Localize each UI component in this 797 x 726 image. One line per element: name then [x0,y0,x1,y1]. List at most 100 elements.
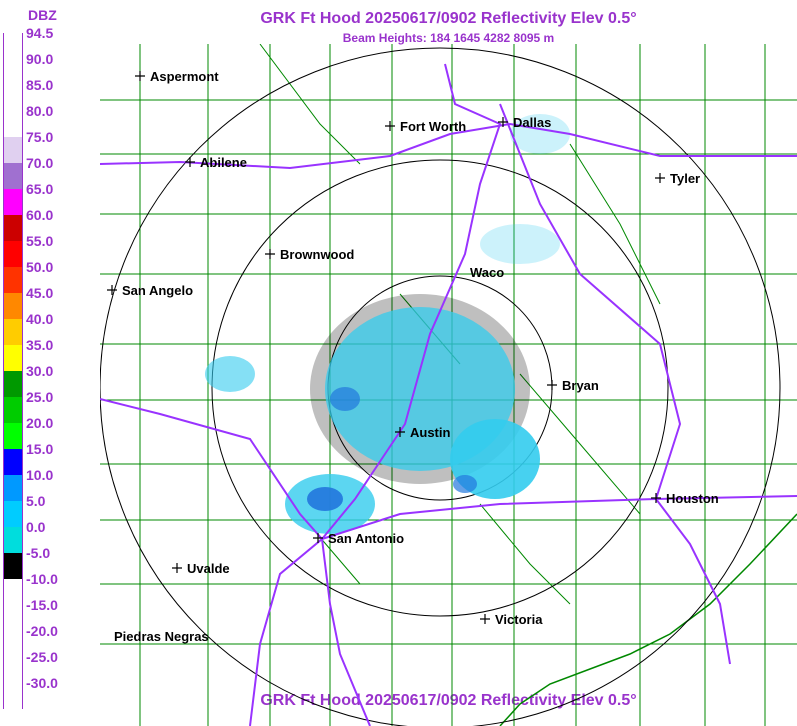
legend-unit: DBZ [28,7,57,23]
city-marker: Waco [470,265,504,280]
legend-label: 10.0 [26,467,54,483]
legend-swatch [3,475,23,501]
city-marker: Bryan [547,378,599,393]
legend-swatch [3,605,23,631]
legend-label: 65.0 [26,181,54,197]
reflectivity-echoes [205,114,570,534]
legend-swatch [3,59,23,85]
city-plus-icon [480,614,490,624]
legend-label: -25.0 [26,649,58,665]
city-marker: Houston [651,491,719,506]
legend-label: -10.0 [26,571,58,587]
legend-label: -5.0 [26,545,51,561]
city-label: Piedras Negras [114,629,209,644]
legend-label: 15.0 [26,441,54,457]
city-label: Tyler [670,171,700,186]
legend-label: 75.0 [26,129,54,145]
city-plus-icon [385,121,395,131]
legend-label: 25.0 [26,389,54,405]
legend-label: -20.0 [26,623,58,639]
legend-swatch [3,189,23,215]
radar-map: Aspermont Fort Worth Dallas Abilene Tyler Bro… [100,44,797,726]
legend-label: 30.0 [26,363,54,379]
legend-swatch [3,293,23,319]
city-marker: San Antonio [313,531,404,546]
city-marker: Austin [395,425,451,440]
legend-label: 5.0 [26,493,46,509]
city-label: Austin [410,425,451,440]
map-title: GRK Ft Hood 20250617/0902 Reflectivity E… [260,10,637,27]
legend-label: 60.0 [26,207,54,223]
city-marker: San Angelo [107,283,193,298]
city-label: Houston [666,491,719,506]
dbz-legend: DBZ 94.5 90.0 85.0 80.0 75.0 70.0 65.0 60.0 55.0… [0,0,100,726]
city-label: Uvalde [187,561,230,576]
legend-label: 45.0 [26,285,54,301]
legend-swatch [3,683,23,709]
city-marker: Aspermont [135,69,219,84]
city-marker: Brownwood [265,247,354,262]
gulf-coastline [499,513,797,726]
legend-label: 90.0 [26,51,54,67]
city-marker: Uvalde [172,561,230,576]
city-markers: Aspermont Fort Worth Dallas Abilene Tyler Bro… [107,69,719,644]
city-plus-icon [498,117,508,127]
legend-swatch [3,631,23,657]
city-label: Aspermont [150,69,219,84]
city-plus-icon [655,173,665,183]
legend-label: 80.0 [26,103,54,119]
city-label: Fort Worth [400,119,466,134]
legend-swatch [3,449,23,475]
legend-swatch [3,423,23,449]
legend-label: 40.0 [26,311,54,327]
legend-swatch [3,241,23,267]
legend-swatch [3,33,23,59]
legend-swatch [3,397,23,423]
city-label: San Antonio [328,531,404,546]
legend-label: 50.0 [26,259,54,275]
city-label: Victoria [495,612,543,627]
legend-swatch [3,319,23,345]
legend-label: 0.0 [26,519,46,535]
legend-swatch [3,579,23,605]
city-marker: Dallas [498,115,551,130]
legend-swatch [3,553,23,579]
city-marker: Piedras Negras [114,629,209,644]
city-marker: Victoria [480,612,543,627]
city-plus-icon [107,285,117,295]
highways [100,63,797,726]
city-marker: Fort Worth [385,119,466,134]
city-marker: Tyler [655,171,700,186]
legend-label: -15.0 [26,597,58,613]
city-plus-icon [547,380,557,390]
legend-swatch [3,137,23,163]
beam-heights: Beam Heights: 184 1645 4282 8095 m [342,31,555,45]
legend-label: 35.0 [26,337,54,353]
city-plus-icon [651,493,661,503]
legend-swatch [3,657,23,683]
legend-swatch [3,85,23,111]
legend-swatch [3,267,23,293]
city-label: San Angelo [122,283,193,298]
map-title-bottom: GRK Ft Hood 20250617/0902 Reflectivity E… [260,692,637,709]
city-label: Bryan [562,378,599,393]
city-plus-icon [185,157,195,167]
legend-label: 70.0 [26,155,54,171]
legend-swatch [3,501,23,527]
county-boundaries [100,44,797,726]
city-marker: Abilene [185,155,247,170]
legend-label: 20.0 [26,415,54,431]
city-plus-icon [395,427,405,437]
legend-label: 94.5 [26,25,54,41]
city-label: Brownwood [280,247,354,262]
legend-swatch [3,371,23,397]
legend-swatch [3,345,23,371]
city-plus-icon [313,533,323,543]
legend-swatch [3,527,23,553]
legend-swatch [3,215,23,241]
legend-label: -30.0 [26,675,58,691]
city-plus-icon [172,563,182,573]
legend-label: 85.0 [26,77,54,93]
city-plus-icon [135,71,145,81]
city-label: Abilene [200,155,247,170]
